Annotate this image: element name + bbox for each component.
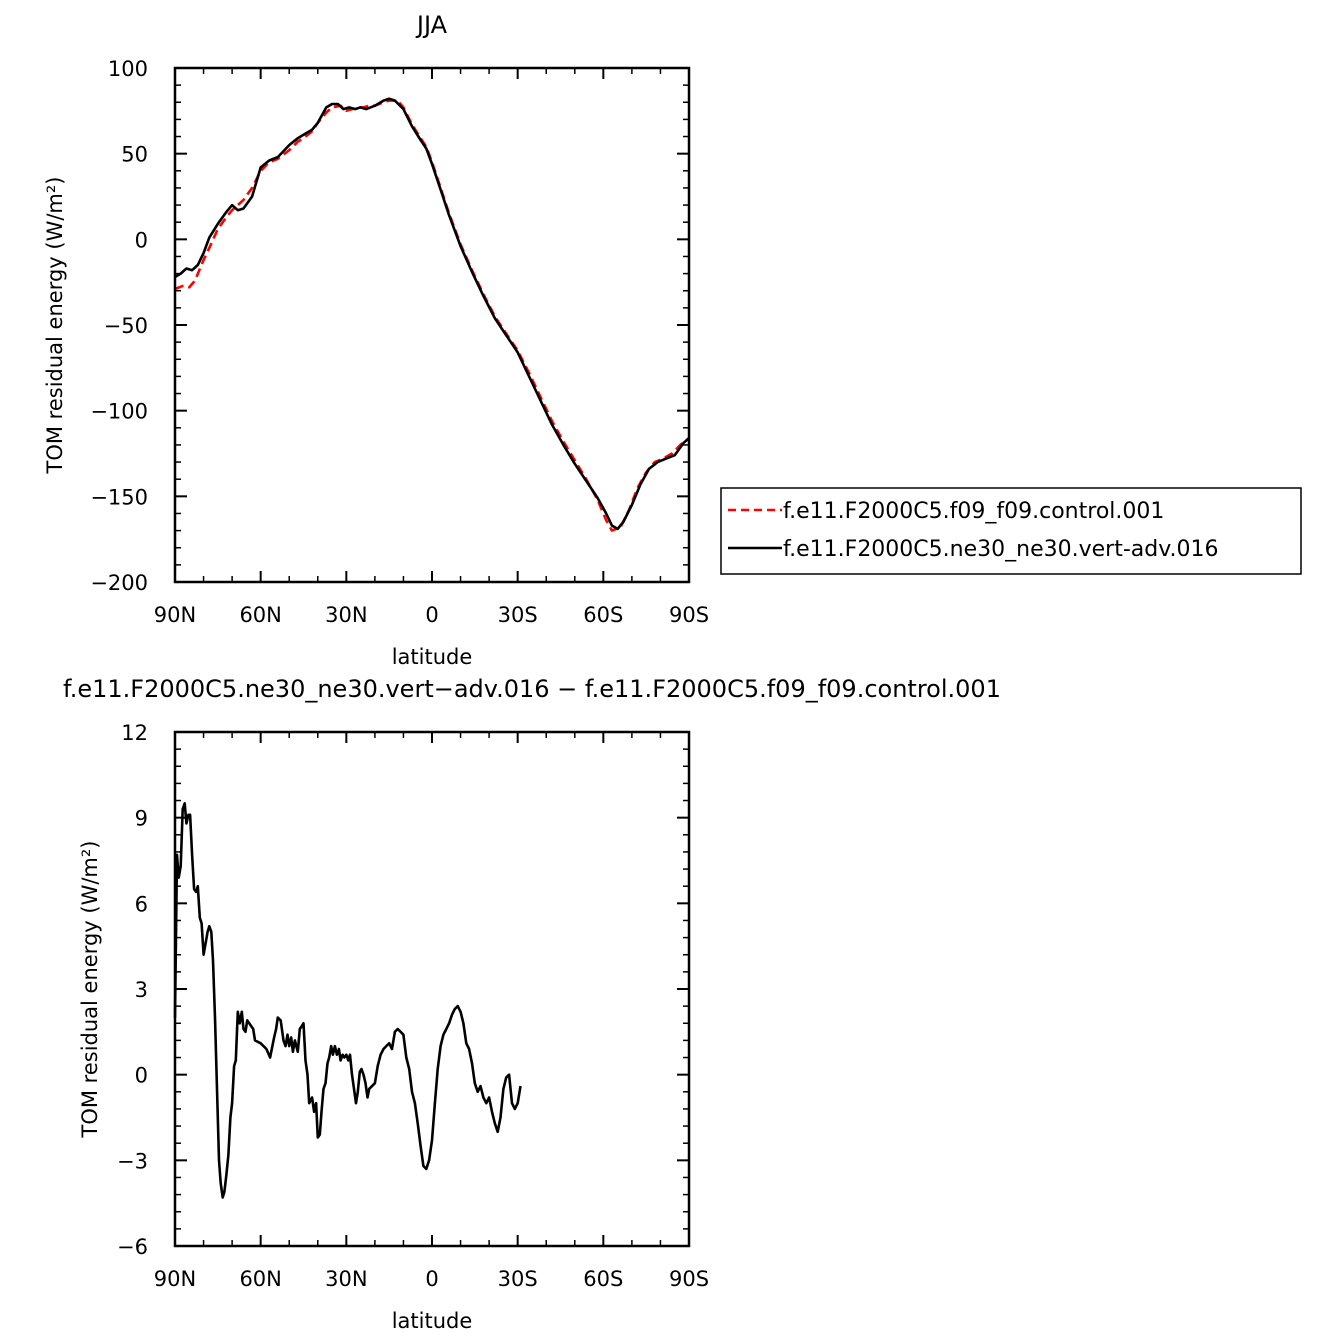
- bottom-y-axis-label: TOM residual energy (W/m²): [78, 841, 102, 1139]
- y-tick-label-0-1: 50: [121, 143, 148, 167]
- x-tick-label-0-2: 30N: [325, 603, 367, 627]
- legend-box: [720, 487, 1302, 575]
- y-tick-label-1-4: 0: [135, 1064, 148, 1088]
- legend: f.e11.F2000C5.f09_f09.control.001 f.e11.…: [720, 487, 1302, 575]
- y-tick-label-1-5: −3: [117, 1149, 148, 1173]
- x-tick-label-1-6: 90S: [669, 1267, 709, 1291]
- x-tick-label-1-0: 90N: [154, 1267, 196, 1291]
- x-tick-label-1-3: 0: [425, 1267, 438, 1291]
- x-tick-label-1-4: 30S: [498, 1267, 538, 1291]
- y-tick-label-0-5: −150: [90, 485, 148, 509]
- bottom-plot-frame: [173, 730, 691, 1248]
- series-line-1-0: [173, 802, 522, 1199]
- x-tick-label-0-3: 0: [425, 603, 438, 627]
- y-tick-label-1-3: 3: [135, 978, 148, 1002]
- bottom-chart-title: f.e11.F2000C5.ne30_ne30.vert−adv.016 − f…: [63, 675, 1001, 703]
- series-line-0-1: [174, 97, 690, 531]
- y-tick-label-1-1: 9: [135, 807, 148, 831]
- top-chart-title: JJA: [415, 11, 448, 39]
- y-tick-label-0-0: 100: [108, 57, 148, 81]
- y-tick-label-1-6: −6: [117, 1235, 148, 1259]
- x-tick-label-1-1: 60N: [239, 1267, 281, 1291]
- x-tick-label-0-4: 30S: [498, 603, 538, 627]
- y-tick-label-0-6: −200: [90, 571, 148, 595]
- x-tick-label-1-5: 60S: [583, 1267, 623, 1291]
- legend-entry-vert-adv: f.e11.F2000C5.ne30_ne30.vert-adv.016: [783, 537, 1219, 562]
- legend-entry-control: f.e11.F2000C5.f09_f09.control.001: [783, 499, 1164, 524]
- top-panel: JJA 90N 60N 30N 0 30S 60S 90S 100 50 0 −50 −100 −150…: [43, 11, 709, 669]
- top-y-axis-label: TOM residual energy (W/m²): [43, 177, 67, 475]
- bottom-x-axis-label: latitude: [392, 1309, 473, 1333]
- y-tick-label-1-0: 12: [121, 721, 148, 745]
- y-tick-label-0-4: −100: [90, 400, 148, 424]
- x-tick-label-0-0: 90N: [154, 603, 196, 627]
- x-tick-label-0-5: 60S: [583, 603, 623, 627]
- y-tick-label-0-3: −50: [104, 314, 148, 338]
- y-tick-label-1-2: 6: [135, 892, 148, 916]
- top-plot-frame: [173, 66, 691, 584]
- x-tick-label-0-6: 90S: [669, 603, 709, 627]
- y-tick-label-0-2: 0: [135, 228, 148, 252]
- x-tick-label-1-2: 30N: [325, 1267, 367, 1291]
- x-tick-label-0-1: 60N: [239, 603, 281, 627]
- top-x-axis-label: latitude: [392, 645, 473, 669]
- bottom-panel: f.e11.F2000C5.ne30_ne30.vert−adv.016 − f…: [63, 675, 1001, 1333]
